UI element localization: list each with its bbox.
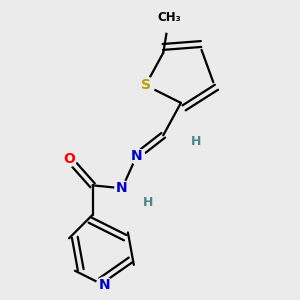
Text: N: N — [98, 278, 110, 292]
Text: N: N — [116, 181, 128, 195]
Text: H: H — [143, 196, 154, 209]
Text: N: N — [131, 149, 142, 163]
Text: S: S — [141, 78, 151, 92]
Text: CH₃: CH₃ — [157, 11, 181, 24]
Text: O: O — [63, 152, 75, 166]
Text: H: H — [190, 135, 201, 148]
